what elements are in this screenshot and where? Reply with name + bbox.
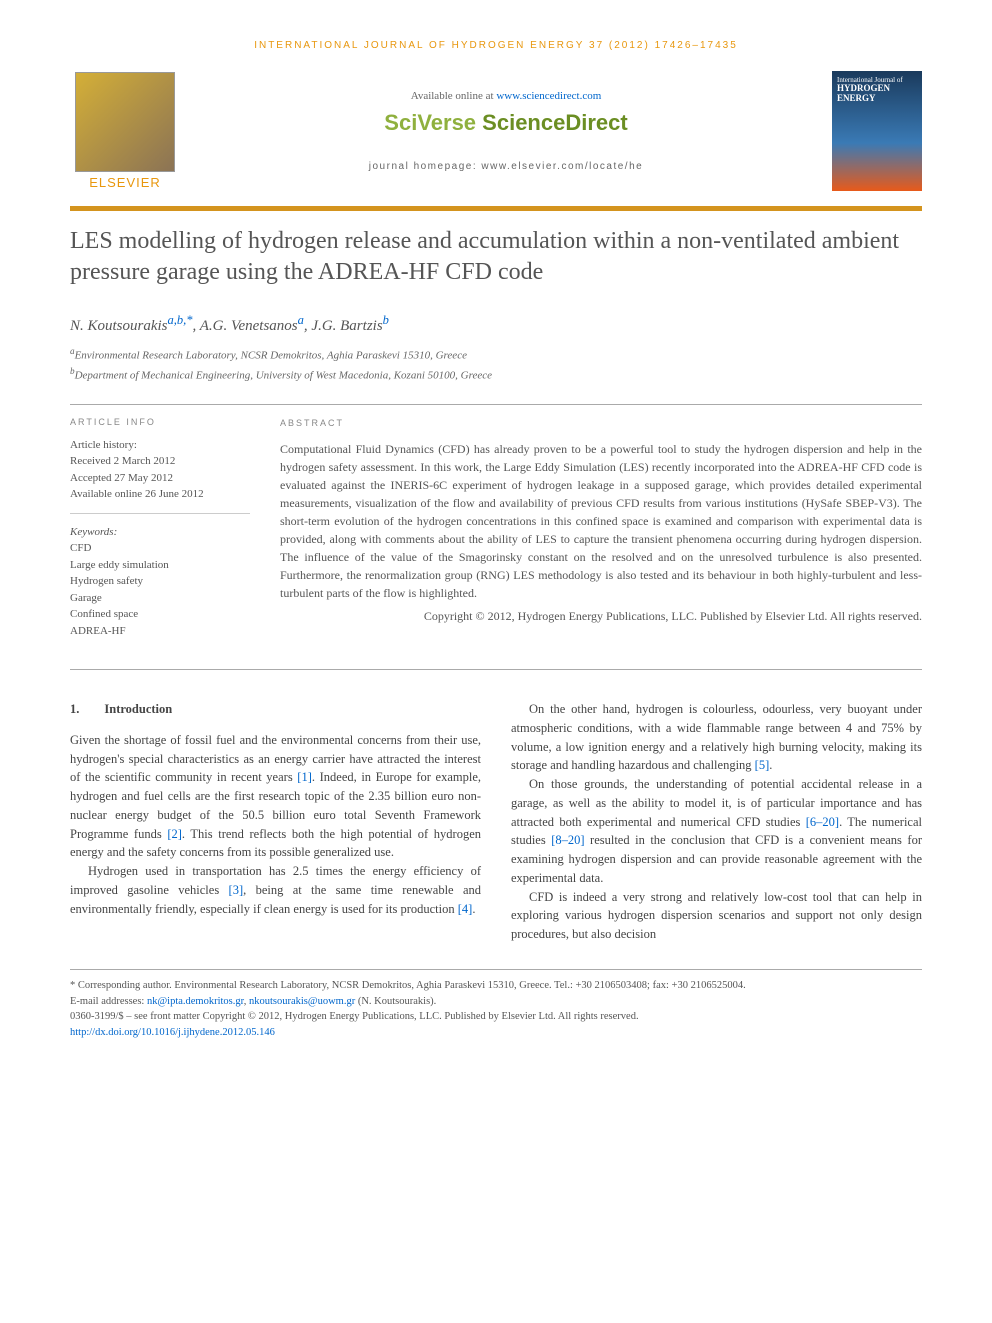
affiliations: aEnvironmental Research Laboratory, NCSR…: [70, 345, 922, 383]
keywords-block: Keywords: CFD Large eddy simulation Hydr…: [70, 524, 250, 640]
journal-homepage: journal homepage: www.elsevier.com/locat…: [195, 161, 817, 172]
cover-title: HYDROGEN ENERGY: [837, 84, 917, 104]
column-left: 1. Introduction Given the shortage of fos…: [70, 700, 481, 944]
journal-cover: International Journal of HYDROGEN ENERGY: [832, 71, 922, 191]
affiliation-a: aEnvironmental Research Laboratory, NCSR…: [70, 345, 922, 364]
paragraph: Hydrogen used in transportation has 2.5 …: [70, 862, 481, 918]
email-link[interactable]: nk@ipta.demokritos.gr: [147, 996, 244, 1007]
email-link[interactable]: nkoutsourakis@uowm.gr: [249, 996, 355, 1007]
abstract: ABSTRACT Computational Fluid Dynamics (C…: [280, 417, 922, 640]
author-2: , A.G. Venetsanos: [193, 318, 298, 334]
paragraph: On the other hand, hydrogen is colourles…: [511, 700, 922, 775]
issn-line: 0360-3199/$ – see front matter Copyright…: [70, 1009, 922, 1025]
paragraph: CFD is indeed a very strong and relative…: [511, 888, 922, 944]
sciverse-part2: ScienceDirect: [482, 110, 628, 135]
keyword: CFD: [70, 540, 250, 557]
header-center: Available online at www.sciencedirect.co…: [195, 90, 817, 172]
abstract-text: Computational Fluid Dynamics (CFD) has a…: [280, 440, 922, 602]
corresponding-author: * Corresponding author. Environmental Re…: [70, 978, 922, 994]
author-3-sup[interactable]: b: [383, 318, 389, 334]
keyword: Hydrogen safety: [70, 573, 250, 590]
title-bar: LES modelling of hydrogen release and ac…: [70, 206, 922, 288]
ref-link[interactable]: [3]: [229, 883, 244, 897]
author-1-sup[interactable]: a,b,*: [168, 318, 193, 334]
ref-link[interactable]: [8–20]: [551, 833, 584, 847]
ref-link[interactable]: [6–20]: [806, 815, 839, 829]
elsevier-tree-icon: [75, 72, 175, 172]
email-line: E-mail addresses: nk@ipta.demokritos.gr,…: [70, 994, 922, 1010]
ref-link[interactable]: [5]: [755, 758, 770, 772]
ref-link[interactable]: [4]: [458, 902, 473, 916]
sciverse-part1: SciVerse: [384, 110, 482, 135]
paragraph: On those grounds, the understanding of p…: [511, 775, 922, 888]
elsevier-text: ELSEVIER: [89, 175, 161, 190]
available-prefix: Available online at: [411, 90, 497, 102]
doi-line: http://dx.doi.org/10.1016/j.ijhydene.201…: [70, 1025, 922, 1041]
elsevier-logo: ELSEVIER: [70, 72, 180, 190]
available-online: Available online at www.sciencedirect.co…: [195, 90, 817, 102]
body-columns: 1. Introduction Given the shortage of fos…: [70, 700, 922, 944]
authors: N. Koutsourakisa,b,*, A.G. Venetsanosa, …: [70, 313, 922, 335]
sciverse-brand: SciVerse ScienceDirect: [195, 110, 817, 136]
history-block: Article history: Received 2 March 2012 A…: [70, 437, 250, 514]
article-title: LES modelling of hydrogen release and ac…: [70, 226, 922, 288]
header-block: ELSEVIER Available online at www.science…: [70, 71, 922, 191]
keyword: Large eddy simulation: [70, 557, 250, 574]
running-header: INTERNATIONAL JOURNAL OF HYDROGEN ENERGY…: [70, 40, 922, 51]
divider: [70, 669, 922, 670]
footnotes: * Corresponding author. Environmental Re…: [70, 969, 922, 1041]
author-1: N. Koutsourakis: [70, 318, 168, 334]
section-title: Introduction: [104, 702, 172, 716]
abstract-heading: ABSTRACT: [280, 417, 922, 431]
author-3: , J.G. Bartzis: [304, 318, 383, 334]
section-number: 1.: [70, 702, 79, 716]
ref-link[interactable]: [1]: [297, 770, 312, 784]
ref-link[interactable]: [2]: [167, 827, 182, 841]
history-label: Article history:: [70, 437, 250, 454]
doi-link[interactable]: http://dx.doi.org/10.1016/j.ijhydene.201…: [70, 1027, 275, 1038]
sciencedirect-link[interactable]: www.sciencedirect.com: [496, 90, 601, 102]
email-label: E-mail addresses:: [70, 996, 147, 1007]
received-date: Received 2 March 2012: [70, 453, 250, 470]
keyword: ADREA-HF: [70, 623, 250, 640]
abstract-copyright: Copyright © 2012, Hydrogen Energy Public…: [280, 607, 922, 625]
keyword: Garage: [70, 590, 250, 607]
keywords-label: Keywords:: [70, 524, 250, 541]
article-info: ARTICLE INFO Article history: Received 2…: [70, 417, 250, 640]
accepted-date: Accepted 27 May 2012: [70, 470, 250, 487]
paragraph: Given the shortage of fossil fuel and th…: [70, 731, 481, 862]
column-right: On the other hand, hydrogen is colourles…: [511, 700, 922, 944]
keyword: Confined space: [70, 606, 250, 623]
info-abstract-row: ARTICLE INFO Article history: Received 2…: [70, 404, 922, 640]
section-heading: 1. Introduction: [70, 700, 481, 719]
affiliation-b: bDepartment of Mechanical Engineering, U…: [70, 365, 922, 384]
info-heading: ARTICLE INFO: [70, 417, 250, 427]
online-date: Available online 26 June 2012: [70, 486, 250, 503]
